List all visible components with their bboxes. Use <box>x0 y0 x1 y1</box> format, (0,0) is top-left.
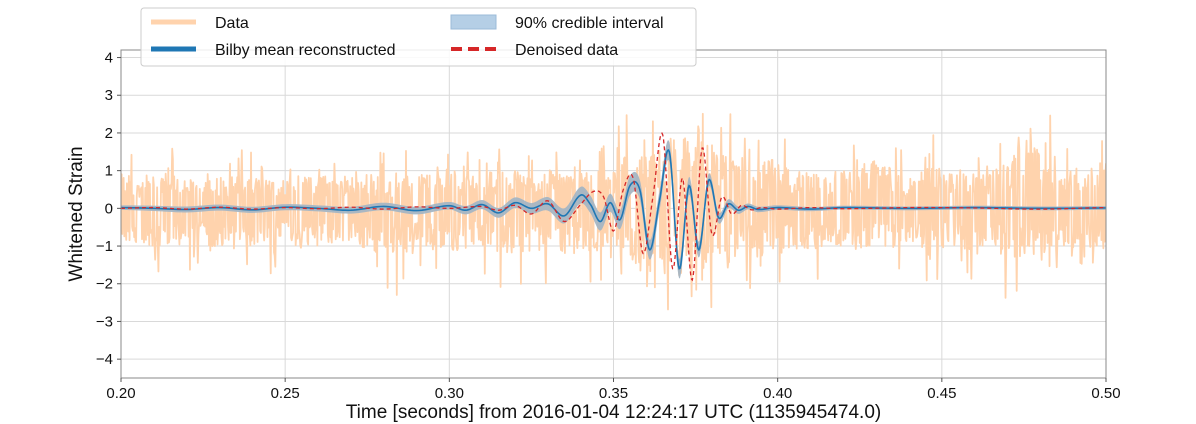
denoised-data-line <box>121 132 1106 282</box>
y-tick-label: −2 <box>96 276 113 293</box>
x-axis-label: Time [seconds] from 2016-01-04 12:24:17 … <box>346 402 881 423</box>
data-series-line <box>121 112 1106 311</box>
legend-label: 90% credible interval <box>515 15 664 32</box>
y-tick-label: −4 <box>96 351 113 368</box>
x-tick-label: 0.25 <box>271 385 300 402</box>
y-axis-label: Whitened Strain <box>66 146 87 281</box>
bilby-mean-line <box>121 149 1106 270</box>
data-series <box>121 112 1106 311</box>
legend-box <box>140 7 697 67</box>
y-tick-label: 4 <box>105 50 113 67</box>
legend-label: Denoised data <box>515 42 618 59</box>
x-tick-label: 0.35 <box>599 385 628 402</box>
y-tick-label: −1 <box>96 238 113 255</box>
ticks: 0.20 0.25 0.30 0.35 0.40 0.45 0.50 −4 −3 −2 −1 0 1 2 3… <box>96 50 1121 402</box>
y-tick-label: −3 <box>96 313 113 330</box>
y-tick-label: 3 <box>105 87 113 104</box>
clipped-series <box>121 112 1106 311</box>
y-tick-label: 2 <box>105 125 113 142</box>
x-tick-label: 0.30 <box>435 385 464 402</box>
legend-label: Data <box>215 15 249 32</box>
y-tick-label: 1 <box>105 163 113 180</box>
legend-label: Bilby mean reconstructed <box>215 42 396 59</box>
legend-swatch <box>450 14 497 30</box>
x-tick-label: 0.50 <box>1091 385 1120 402</box>
legend: Data 90% credible interval Bilby mean reco… <box>140 7 697 67</box>
x-tick-label: 0.20 <box>106 385 135 402</box>
x-tick-label: 0.40 <box>763 385 792 402</box>
y-tick-label: 0 <box>105 200 113 217</box>
x-tick-label: 0.45 <box>927 385 956 402</box>
